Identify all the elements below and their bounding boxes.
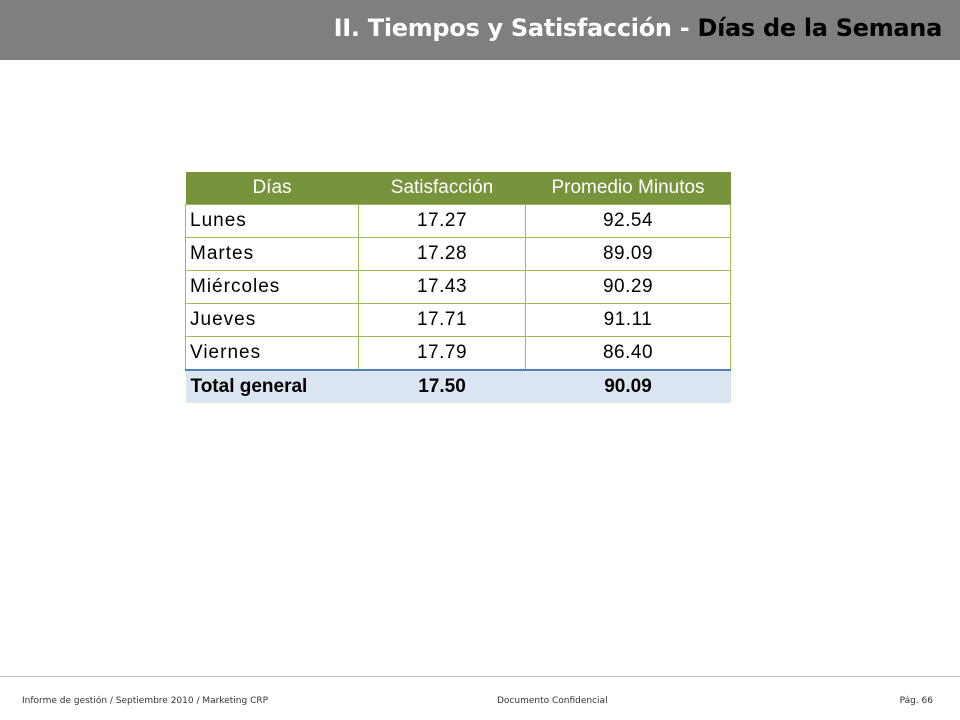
- average-minutes-cell: 92.54: [525, 204, 731, 238]
- column-header-days: Días: [185, 172, 359, 205]
- day-cell: Miércoles: [185, 270, 359, 304]
- table-row: Miércoles 17.43 90.29: [185, 270, 731, 304]
- total-average-minutes-cell: 90.09: [525, 369, 731, 403]
- average-minutes-cell: 91.11: [525, 303, 731, 337]
- table-row: Lunes 17.27 92.54: [185, 204, 731, 238]
- table-row: Jueves 17.71 91.11: [185, 303, 731, 337]
- table-total-row: Total general 17.50 90.09: [185, 369, 731, 403]
- header-bar: II. Tiempos y Satisfacción - Días de la …: [0, 0, 960, 60]
- footer-report-info: Informe de gestión / Septiembre 2010 / M…: [22, 696, 269, 706]
- page-title-sub: Días de la Semana: [697, 14, 942, 42]
- day-cell: Jueves: [185, 303, 359, 337]
- total-satisfaction-cell: 17.50: [358, 369, 526, 403]
- satisfaction-cell: 17.28: [358, 237, 526, 271]
- average-minutes-cell: 86.40: [525, 336, 731, 371]
- table-row: Viernes 17.79 86.40: [185, 336, 731, 371]
- column-header-satisfaction: Satisfacción: [358, 172, 526, 205]
- footer-divider: [0, 676, 960, 677]
- column-header-average-minutes: Promedio Minutos: [525, 172, 731, 205]
- satisfaction-cell: 17.79: [358, 336, 526, 371]
- average-minutes-cell: 90.29: [525, 270, 731, 304]
- satisfaction-cell: 17.27: [358, 204, 526, 238]
- table-row: Martes 17.28 89.09: [185, 237, 731, 271]
- page-title-main: II. Tiempos y Satisfacción -: [333, 14, 690, 42]
- table-header-row: Días Satisfacción Promedio Minutos: [185, 172, 731, 205]
- satisfaction-cell: 17.71: [358, 303, 526, 337]
- total-label-cell: Total general: [185, 369, 359, 403]
- satisfaction-cell: 17.43: [358, 270, 526, 304]
- footer-page-number: Pág. 66: [899, 696, 933, 706]
- day-cell: Martes: [185, 237, 359, 271]
- average-minutes-cell: 89.09: [525, 237, 731, 271]
- footer-confidential-note: Documento Confidencial: [497, 696, 608, 706]
- day-cell: Lunes: [185, 204, 359, 238]
- page-title: II. Tiempos y Satisfacción - Días de la …: [333, 11, 943, 45]
- day-cell: Viernes: [185, 336, 359, 371]
- satisfaction-by-weekday-table: Días Satisfacción Promedio Minutos Lunes…: [185, 172, 731, 403]
